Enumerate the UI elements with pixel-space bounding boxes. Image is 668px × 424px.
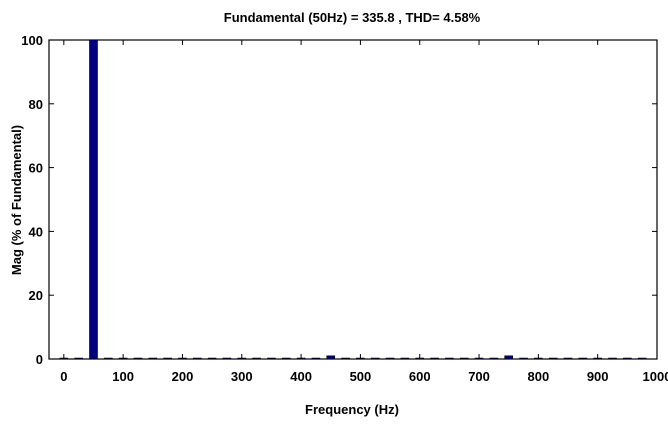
x-axis-label: Frequency (Hz) — [305, 402, 399, 417]
x-tick-label-100: 100 — [112, 369, 134, 384]
bar-575hz — [400, 357, 410, 360]
bar-475hz — [341, 357, 350, 360]
y-axis-ticks: 0 20 40 60 80 100 — [21, 33, 657, 367]
bar-675hz — [459, 357, 469, 360]
y-tick-label-0: 0 — [36, 352, 43, 367]
bar-50hz — [89, 39, 98, 360]
chart-title: Fundamental (50Hz) = 335.8 , THD= 4.58% — [224, 10, 481, 25]
bar-550hz — [385, 357, 395, 360]
bar-225hz — [192, 357, 202, 360]
bar-25hz — [74, 357, 83, 360]
bar-375hz — [281, 357, 291, 360]
bar-350hz — [267, 357, 276, 360]
y-tick-label-60: 60 — [29, 161, 43, 176]
x-tick-label-700: 700 — [468, 369, 490, 384]
plot-frame — [48, 39, 658, 360]
x-tick-label-300: 300 — [231, 369, 253, 384]
bar-625hz — [430, 357, 439, 360]
bar-125hz — [133, 357, 143, 360]
y-axis-label: Mag (% of Fundamental) — [9, 125, 24, 275]
bar-75hz — [104, 357, 113, 360]
x-tick-label-400: 400 — [290, 369, 312, 384]
x-tick-label-1000: 1000 — [643, 369, 668, 384]
bar-850hz — [563, 357, 573, 360]
x-tick-label-200: 200 — [172, 369, 194, 384]
y-tick-label-40: 40 — [29, 224, 43, 239]
bar-975hz — [637, 357, 647, 360]
bar-450hz — [326, 355, 336, 360]
bar-825hz — [548, 357, 558, 360]
x-tick-label-800: 800 — [528, 369, 550, 384]
bar-725hz — [489, 357, 499, 360]
y-tick-label-100: 100 — [21, 33, 43, 48]
bar-175hz — [163, 357, 172, 360]
bar-325hz — [252, 357, 261, 360]
bar-525hz — [370, 357, 380, 360]
y-tick-label-80: 80 — [29, 97, 43, 112]
x-tick-label-600: 600 — [409, 369, 431, 384]
bar-250hz — [207, 357, 217, 360]
bar-925hz — [608, 357, 617, 360]
bar-875hz — [578, 357, 588, 360]
bar-150hz — [148, 357, 158, 360]
bar-650hz — [445, 357, 454, 360]
x-tick-label-500: 500 — [350, 369, 372, 384]
bar-950hz — [623, 357, 632, 360]
x-tick-label-900: 900 — [587, 369, 609, 384]
bar-275hz — [222, 357, 232, 360]
bar-775hz — [519, 357, 528, 360]
y-tick-label-20: 20 — [29, 288, 43, 303]
plot-area: 0 100 200 300 400 500 600 700 800 900 1000 0 20 40 60… — [21, 33, 668, 384]
x-tick-label-0: 0 — [60, 369, 67, 384]
x-axis-ticks: 0 100 200 300 400 500 600 700 800 900 1000 — [60, 40, 668, 384]
bar-750hz — [504, 355, 514, 360]
bar-425hz — [311, 357, 321, 360]
